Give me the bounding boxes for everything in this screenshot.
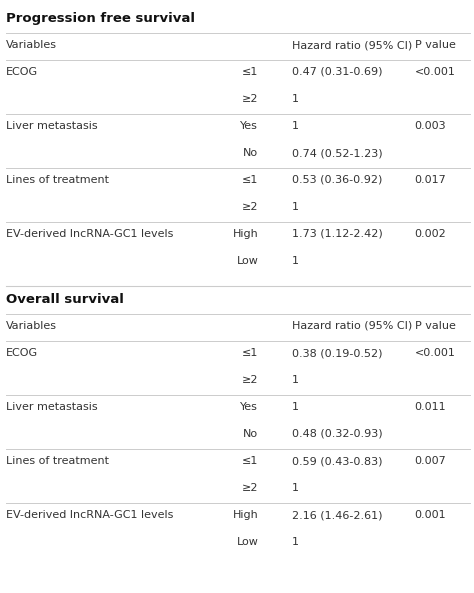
Text: 1: 1	[292, 202, 299, 212]
Text: ≤1: ≤1	[242, 175, 258, 185]
Text: 0.74 (0.52-1.23): 0.74 (0.52-1.23)	[292, 148, 382, 158]
Text: Liver metastasis: Liver metastasis	[6, 121, 97, 131]
Text: Yes: Yes	[240, 402, 258, 412]
Text: ≥2: ≥2	[242, 375, 258, 385]
Text: 0.003: 0.003	[415, 121, 447, 131]
Text: ≤1: ≤1	[242, 456, 258, 466]
Text: 1: 1	[292, 256, 299, 266]
Text: 1: 1	[292, 537, 299, 547]
Text: ≥2: ≥2	[242, 202, 258, 212]
Text: Yes: Yes	[240, 121, 258, 131]
Text: 1: 1	[292, 402, 299, 412]
Text: Variables: Variables	[6, 40, 57, 50]
Text: 0.017: 0.017	[415, 175, 447, 185]
Text: ECOG: ECOG	[6, 348, 38, 358]
Text: P value: P value	[415, 321, 456, 331]
Text: High: High	[233, 229, 258, 239]
Text: No: No	[243, 148, 258, 158]
Text: Variables: Variables	[6, 321, 57, 331]
Text: 0.48 (0.32-0.93): 0.48 (0.32-0.93)	[292, 429, 382, 439]
Text: Low: Low	[237, 537, 258, 547]
Text: Lines of treatment: Lines of treatment	[6, 175, 109, 185]
Text: EV-derived lncRNA-GC1 levels: EV-derived lncRNA-GC1 levels	[6, 229, 173, 239]
Text: 0.47 (0.31-0.69): 0.47 (0.31-0.69)	[292, 67, 382, 77]
Text: 1: 1	[292, 375, 299, 385]
Text: 2.16 (1.46-2.61): 2.16 (1.46-2.61)	[292, 510, 382, 520]
Text: <0.001: <0.001	[415, 348, 456, 358]
Text: 1: 1	[292, 121, 299, 131]
Text: 0.001: 0.001	[415, 510, 447, 520]
Text: 1.73 (1.12-2.42): 1.73 (1.12-2.42)	[292, 229, 382, 239]
Text: No: No	[243, 429, 258, 439]
Text: Lines of treatment: Lines of treatment	[6, 456, 109, 466]
Text: 0.011: 0.011	[415, 402, 447, 412]
Text: 1: 1	[292, 94, 299, 104]
Text: ≥2: ≥2	[242, 94, 258, 104]
Text: P value: P value	[415, 40, 456, 50]
Text: 0.38 (0.19-0.52): 0.38 (0.19-0.52)	[292, 348, 382, 358]
Text: ≤1: ≤1	[242, 348, 258, 358]
Text: High: High	[233, 510, 258, 520]
Text: EV-derived lncRNA-GC1 levels: EV-derived lncRNA-GC1 levels	[6, 510, 173, 520]
Text: 0.007: 0.007	[415, 456, 447, 466]
Text: Liver metastasis: Liver metastasis	[6, 402, 97, 412]
Text: Overall survival: Overall survival	[6, 293, 124, 306]
Text: ≥2: ≥2	[242, 483, 258, 493]
Text: Hazard ratio (95% CI): Hazard ratio (95% CI)	[292, 40, 412, 50]
Text: 0.53 (0.36-0.92): 0.53 (0.36-0.92)	[292, 175, 382, 185]
Text: ECOG: ECOG	[6, 67, 38, 77]
Text: 0.002: 0.002	[415, 229, 447, 239]
Text: Low: Low	[237, 256, 258, 266]
Text: 1: 1	[292, 483, 299, 493]
Text: Progression free survival: Progression free survival	[6, 12, 195, 25]
Text: Hazard ratio (95% CI): Hazard ratio (95% CI)	[292, 321, 412, 331]
Text: 0.59 (0.43-0.83): 0.59 (0.43-0.83)	[292, 456, 382, 466]
Text: ≤1: ≤1	[242, 67, 258, 77]
Text: <0.001: <0.001	[415, 67, 456, 77]
